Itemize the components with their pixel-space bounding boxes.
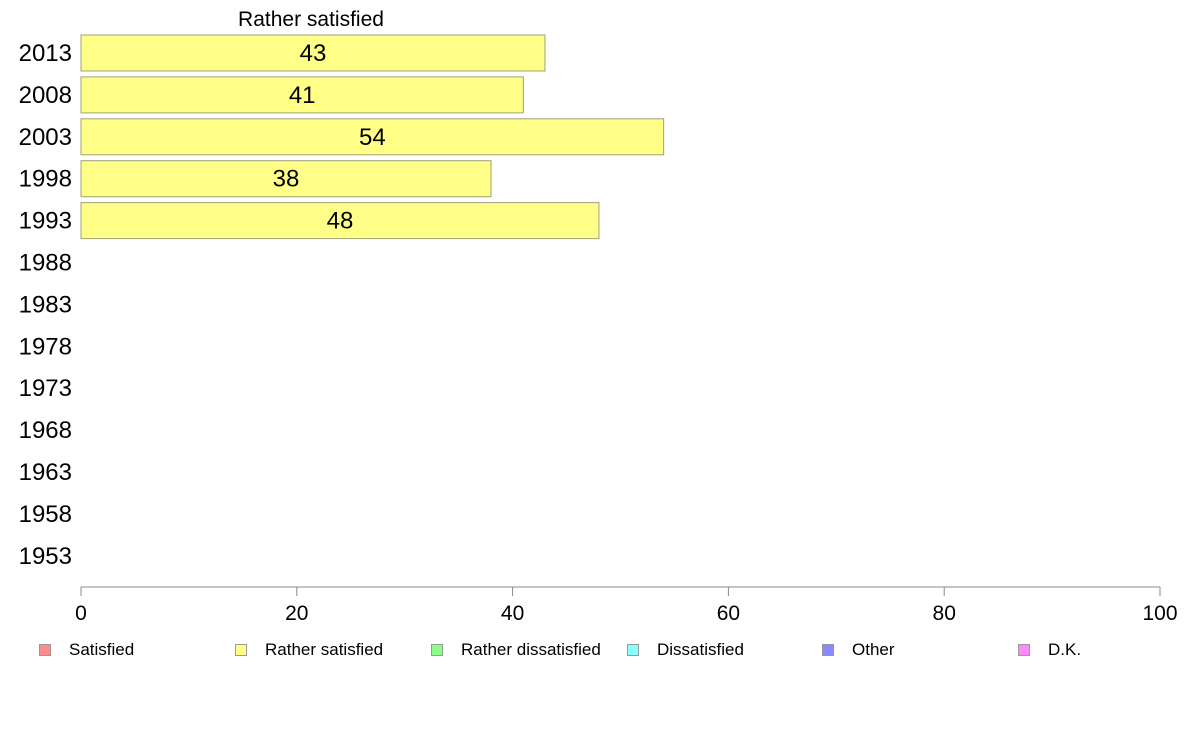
- bar: [80, 76, 524, 114]
- y-tick-label: 2013: [19, 40, 72, 67]
- y-tick-label: 2008: [19, 82, 72, 109]
- y-tick-label: 1988: [19, 250, 72, 277]
- y-tick-label: 1963: [19, 459, 72, 486]
- bar-chart: Rather satisfied 43 41 54 38 48 2013 2008 2003…: [19, 8, 1178, 625]
- bars-group: 43 41 54 38 48: [80, 34, 665, 240]
- legend-item: Dissatisfied: [627, 638, 744, 662]
- x-axis: 0 20 40 60 80 100: [75, 586, 1178, 625]
- y-axis-labels: 2013 2008 2003 1998 1993 1988 1983 1978 1973 1968…: [19, 40, 72, 570]
- y-tick-label: 1998: [19, 166, 72, 193]
- bar: [80, 34, 546, 72]
- x-tick-label: 0: [75, 602, 87, 625]
- legend-item: Rather dissatisfied: [431, 638, 601, 662]
- legend-swatch: [1018, 644, 1030, 656]
- y-tick-label: 2003: [19, 124, 72, 151]
- legend-label: Satisfied: [69, 640, 135, 659]
- x-tick-label: 20: [285, 602, 308, 625]
- legend-label: D.K.: [1048, 640, 1082, 659]
- legend: Satisfied Rather satisfied Rather dissatis…: [0, 638, 1188, 662]
- legend-label: Rather satisfied: [265, 640, 384, 659]
- bar-value-label: 41: [289, 82, 316, 109]
- x-tick-label: 80: [933, 602, 956, 625]
- y-tick-label: 1993: [19, 208, 72, 235]
- legend-swatch: [235, 644, 247, 656]
- bar: [80, 202, 600, 240]
- bar: [80, 160, 492, 198]
- legend-swatch: [822, 644, 834, 656]
- y-tick-label: 1953: [19, 543, 72, 570]
- bar-value-label: 43: [300, 40, 327, 67]
- legend-item: Satisfied: [39, 638, 134, 662]
- legend-item: D.K.: [1018, 638, 1081, 662]
- legend-swatch: [431, 644, 443, 656]
- bar-value-label: 48: [327, 208, 354, 235]
- y-tick-label: 1978: [19, 333, 72, 360]
- x-tick-label: 60: [717, 602, 740, 625]
- y-tick-label: 1968: [19, 417, 72, 444]
- legend-swatch: [627, 644, 639, 656]
- legend-item: Rather satisfied: [235, 638, 383, 662]
- legend-swatch: [39, 644, 51, 656]
- bar-value-label: 54: [359, 124, 386, 151]
- bar: [80, 118, 665, 156]
- x-tick-label: 100: [1142, 602, 1177, 625]
- x-tick-label: 40: [501, 602, 524, 625]
- chart-title: Rather satisfied: [238, 8, 384, 31]
- y-tick-label: 1973: [19, 375, 72, 402]
- y-tick-label: 1958: [19, 501, 72, 528]
- legend-label: Rather dissatisfied: [461, 640, 601, 659]
- bar-value-label: 38: [273, 166, 300, 193]
- legend-label: Dissatisfied: [657, 640, 744, 659]
- y-tick-label: 1983: [19, 291, 72, 318]
- legend-label: Other: [852, 640, 895, 659]
- legend-item: Other: [822, 638, 895, 662]
